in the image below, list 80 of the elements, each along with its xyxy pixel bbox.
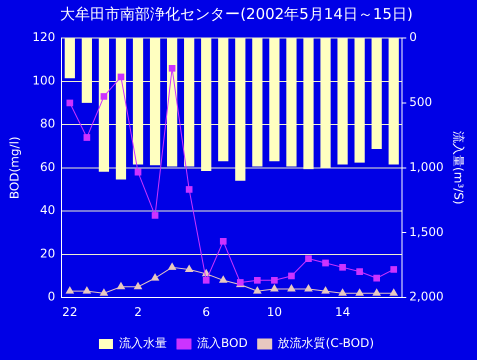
bar xyxy=(303,38,314,170)
y-tick-label: 0 xyxy=(48,290,56,304)
point xyxy=(118,74,124,80)
point xyxy=(185,264,194,272)
point xyxy=(270,284,278,292)
bar xyxy=(372,38,382,149)
point xyxy=(373,274,380,282)
bar xyxy=(116,38,126,180)
point xyxy=(100,93,108,100)
point xyxy=(339,264,346,271)
y2-tick-label: 1,000 xyxy=(409,160,444,174)
y2-axis-title: 流入量(m³/S) xyxy=(452,131,466,205)
y-axis-title: BOD(mg/l) xyxy=(7,136,22,200)
point xyxy=(168,64,176,72)
bar xyxy=(269,38,280,162)
bar xyxy=(235,38,246,181)
point xyxy=(304,284,312,292)
point xyxy=(219,276,228,283)
bar xyxy=(184,38,194,166)
y2-tick-label: 0 xyxy=(409,30,417,44)
chart-title: 大牟田市南部浄化センター(2002年5月14日～15日) xyxy=(60,4,413,23)
point xyxy=(202,276,210,284)
point xyxy=(338,288,347,296)
x-tick-label: 10 xyxy=(266,304,282,319)
bar xyxy=(132,38,144,165)
point xyxy=(134,168,142,176)
point xyxy=(305,255,312,262)
bar xyxy=(218,38,228,162)
bar xyxy=(98,38,110,172)
y-tick-label: 80 xyxy=(40,116,56,131)
legend-label: 流入水量 xyxy=(118,336,167,350)
point xyxy=(168,262,176,270)
point xyxy=(151,274,160,281)
point xyxy=(152,212,158,219)
y2-tick-label: 2,000 xyxy=(409,290,444,304)
y-tick-label: 100 xyxy=(32,73,56,88)
point xyxy=(390,266,398,273)
point xyxy=(253,286,262,294)
bar xyxy=(286,38,297,166)
x-tick-label: 2 xyxy=(134,304,142,319)
point xyxy=(322,286,330,294)
point xyxy=(372,288,381,296)
bar xyxy=(150,38,160,166)
x-tick-label: 14 xyxy=(334,304,350,319)
point xyxy=(220,238,227,245)
point xyxy=(356,288,364,296)
bar xyxy=(320,38,331,168)
point xyxy=(100,288,108,296)
y-tick-label: 20 xyxy=(40,246,56,260)
bar xyxy=(166,38,178,166)
legend-label: 放流水質(C-BOD) xyxy=(278,336,374,350)
y-tick-label: 60 xyxy=(40,160,56,174)
point xyxy=(117,282,125,290)
y2-tick-label: 500 xyxy=(409,95,432,110)
point xyxy=(322,260,329,266)
point xyxy=(66,286,74,294)
legend-label: 流入BOD xyxy=(196,336,248,350)
point xyxy=(287,284,296,292)
point xyxy=(186,186,192,193)
point xyxy=(254,276,261,284)
point xyxy=(134,282,142,290)
bar xyxy=(64,38,75,78)
y2-tick-label: 1,500 xyxy=(409,224,444,239)
point xyxy=(82,286,91,294)
bar xyxy=(354,38,365,163)
point xyxy=(356,268,363,275)
bar xyxy=(82,38,92,103)
bar xyxy=(252,38,262,166)
point xyxy=(84,134,90,141)
bar xyxy=(201,38,212,172)
bar xyxy=(337,38,348,165)
y-tick-label: 120 xyxy=(32,30,56,44)
y-tick-label: 40 xyxy=(40,203,56,218)
point xyxy=(288,272,295,280)
bar xyxy=(388,38,399,165)
x-tick-label: 6 xyxy=(202,304,210,319)
point xyxy=(271,276,278,284)
point xyxy=(66,100,74,106)
point xyxy=(390,288,398,296)
x-tick-label: 22 xyxy=(62,304,78,319)
